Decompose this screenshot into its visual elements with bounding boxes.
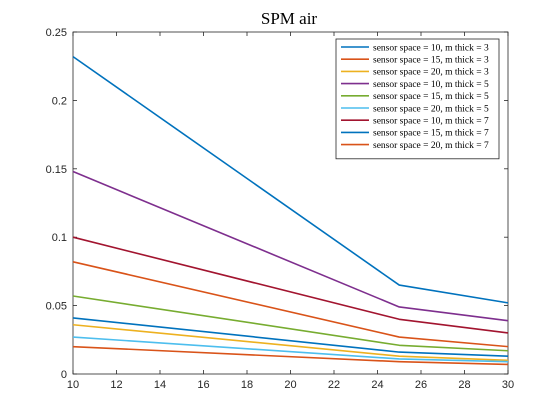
x-tick-label: 24 [371,379,383,391]
series-line-4 [72,170,509,322]
series-line-3 [72,323,509,362]
x-tick-label: 28 [458,379,470,391]
y-tick-label: 0.05 [46,301,67,313]
plot-lines [72,55,509,366]
legend-label: sensor space = 10, m thick = 3 [373,43,489,53]
legend-label: sensor space = 15, m thick = 7 [373,129,489,139]
x-tick-label: 16 [197,379,209,391]
series-line-9 [72,261,509,348]
legend-label: sensor space = 10, m thick = 5 [373,80,489,90]
series-line-7 [72,236,509,334]
legend-label: sensor space = 20, m thick = 3 [373,68,489,78]
legend-label: sensor space = 15, m thick = 5 [373,92,489,102]
legend: sensor space = 10, m thick = 3 sensor spa… [335,38,500,160]
series-line-5 [72,295,509,352]
series-line-2 [72,345,509,366]
y-tick-label: 0.25 [46,27,67,39]
series-line-6 [72,336,509,363]
series-line-8 [72,317,509,358]
y-tick-label: 0.2 [52,95,67,107]
axes: 10 12 14 16 18 20 22 24 26 28 30 0 0.05 0.1 0.15 0.2 0.2… [46,27,515,391]
legend-label: sensor space = 20, m thick = 7 [373,141,489,151]
legend-label: sensor space = 20, m thick = 5 [373,104,489,114]
chart-title: SPM air [261,9,318,28]
x-tick-label: 22 [328,379,340,391]
x-tick-label: 12 [110,379,122,391]
legend-label: sensor space = 15, m thick = 3 [373,56,489,66]
x-tick-label: 18 [241,379,253,391]
x-tick-label: 30 [502,379,514,391]
series-line-1 [72,55,509,304]
legend-label: sensor space = 10, m thick = 7 [373,117,489,127]
y-tick-label: 0.1 [52,232,67,244]
y-tick-label: 0 [61,369,67,381]
x-tick-label: 26 [415,379,427,391]
x-tick-label: 10 [67,379,79,391]
x-tick-label: 20 [284,379,296,391]
x-tick-label: 14 [154,379,166,391]
y-tick-label: 0.15 [46,164,67,176]
